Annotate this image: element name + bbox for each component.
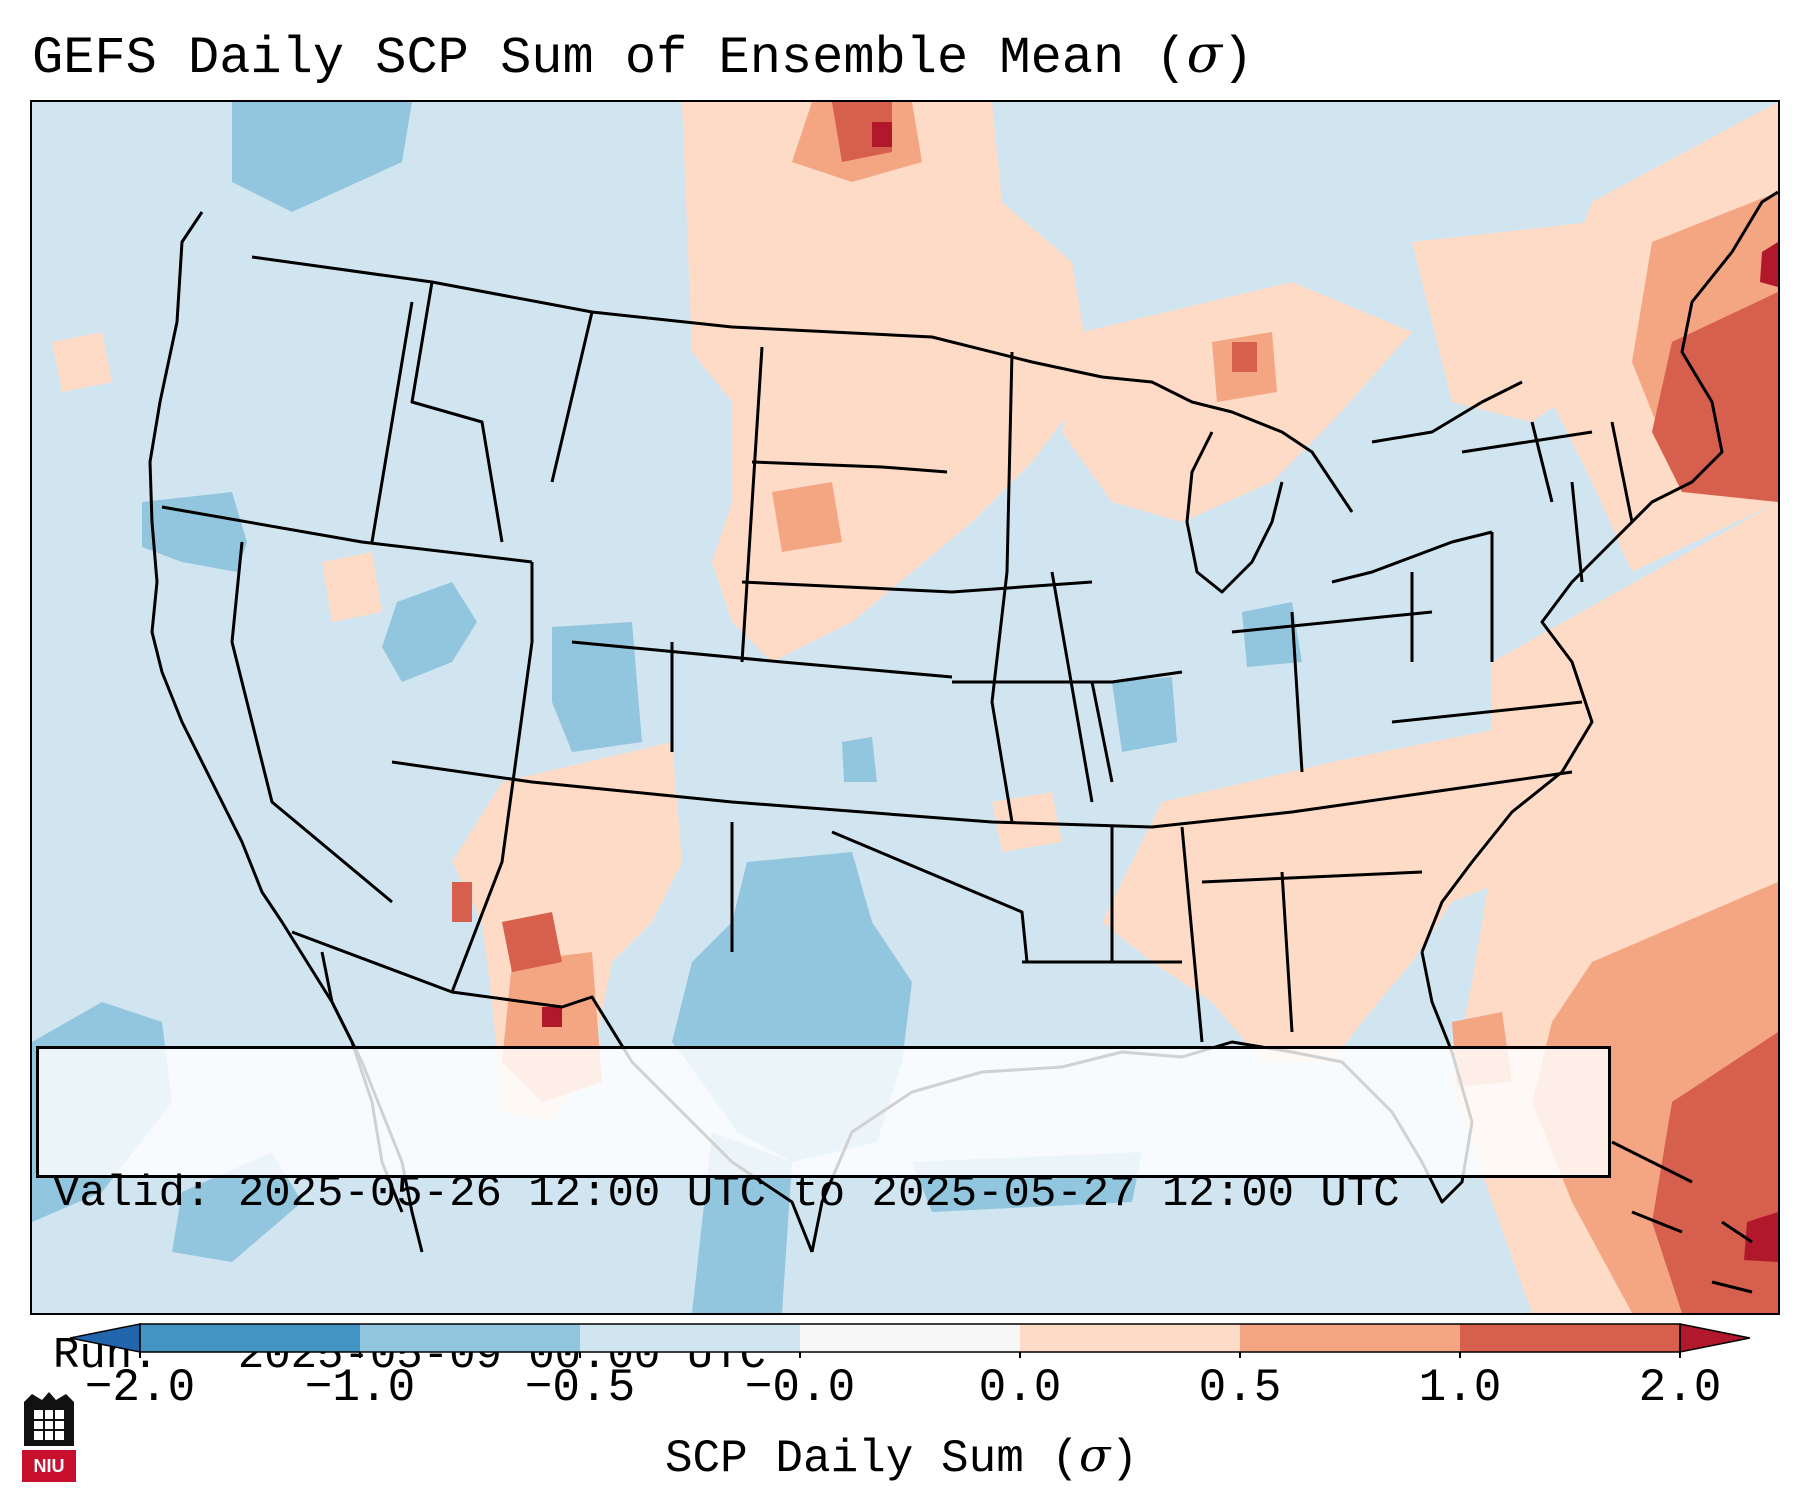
title-sigma-symbol: σ: [1186, 25, 1223, 85]
colorbar-tick-label: 1.0: [1418, 1362, 1502, 1414]
logo-red-band: [22, 1450, 76, 1482]
colorbar-bin: [140, 1324, 361, 1352]
colorbar-extend-high: [1679, 1323, 1750, 1353]
colorbar-bin: [800, 1324, 1021, 1352]
colorbar-bin: [1020, 1324, 1241, 1352]
colorbar-tick-label: −0.5: [524, 1362, 636, 1414]
colorbar-ticks: [139, 1352, 1681, 1358]
colorbar-tick-label: 0.0: [978, 1362, 1062, 1414]
colorbar-tick-label: −1.0: [304, 1362, 416, 1414]
colorbar-bin: [360, 1324, 581, 1352]
colorbar-tick-label: −0.0: [744, 1362, 856, 1414]
colorbar-bins: [70, 1323, 1750, 1353]
colorbar-title: SCP Daily Sum (σ): [0, 1428, 1803, 1485]
title-close: ): [1222, 29, 1254, 88]
colorbar-title-symbol: σ: [1079, 1428, 1111, 1482]
positive-extreme-regions: [542, 122, 1778, 1262]
colorbar-tick-label: −2.0: [84, 1362, 196, 1414]
colorbar: [70, 1323, 1750, 1358]
figure-title: GEFS Daily SCP Sum of Ensemble Mean (σ): [32, 24, 1253, 90]
colorbar-title-suffix: ): [1110, 1433, 1139, 1485]
valid-time-line: Valid: 2025-05-26 12:00 UTC to 2025-05-2…: [53, 1169, 1400, 1219]
valid-run-info-box: Valid: 2025-05-26 12:00 UTC to 2025-05-2…: [36, 1046, 1611, 1381]
colorbar-tick-label: 2.0: [1638, 1362, 1722, 1414]
colorbar-extend-low: [70, 1323, 141, 1353]
colorbar-tick-label: 0.5: [1198, 1362, 1282, 1414]
logo-window: [34, 1410, 64, 1440]
title-text: GEFS Daily SCP Sum of Ensemble Mean (: [32, 29, 1187, 88]
logo-text: NIU: [33, 1456, 65, 1476]
niu-logo: [22, 1392, 76, 1482]
colorbar-bin: [1460, 1324, 1681, 1352]
colorbar-title-prefix: SCP Daily Sum (: [664, 1433, 1080, 1485]
colorbar-bin: [580, 1324, 801, 1352]
colorbar-bin: [1240, 1324, 1461, 1352]
colorbar-outline: [139, 1323, 1681, 1353]
